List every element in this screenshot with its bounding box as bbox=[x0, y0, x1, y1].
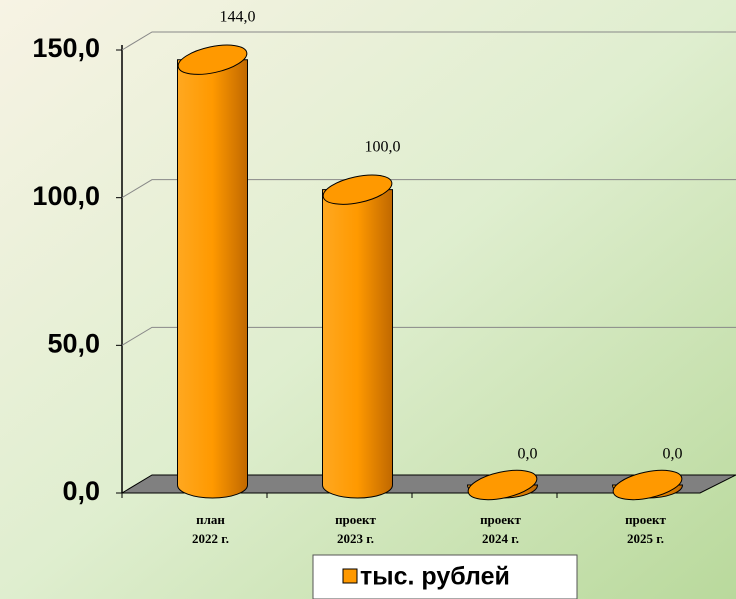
value-label: 100,0 bbox=[365, 138, 401, 155]
x-tick-label: 2022 г. bbox=[192, 531, 229, 546]
bar-top bbox=[612, 469, 683, 501]
bar-body bbox=[322, 189, 393, 499]
x-tick-label: проект bbox=[335, 512, 376, 527]
bar bbox=[322, 174, 393, 499]
x-tick-label: проект bbox=[480, 512, 521, 527]
x-tick-label: 2025 г. bbox=[627, 531, 664, 546]
y-tick-label: 100,0 bbox=[32, 181, 100, 211]
value-label: 144,0 bbox=[220, 8, 256, 25]
bar bbox=[466, 469, 539, 501]
y-tick-label: 150,0 bbox=[32, 33, 100, 63]
y-tick-label: 50,0 bbox=[47, 328, 100, 358]
bar-top bbox=[467, 469, 538, 501]
grid-line bbox=[121, 179, 736, 199]
value-label: 0,0 bbox=[663, 446, 683, 463]
bar bbox=[177, 44, 248, 499]
bar bbox=[611, 469, 684, 501]
value-label: 0,0 bbox=[518, 446, 538, 463]
x-tick-label: проект bbox=[625, 512, 666, 527]
y-tick-label: 0,0 bbox=[62, 476, 100, 506]
legend-label: тыс. рублей bbox=[360, 563, 510, 591]
legend-swatch bbox=[342, 568, 358, 584]
grid-line bbox=[121, 326, 736, 346]
x-tick-label: 2023 г. bbox=[337, 531, 374, 546]
legend: тыс. рублей bbox=[312, 554, 578, 599]
bar-body bbox=[177, 59, 248, 499]
legend-box bbox=[312, 554, 578, 599]
bar-top bbox=[322, 174, 393, 205]
bar-top bbox=[177, 44, 248, 75]
x-tick-label: план bbox=[196, 512, 225, 527]
x-tick-label: 2024 г. bbox=[482, 531, 519, 546]
grid-line bbox=[121, 31, 736, 51]
